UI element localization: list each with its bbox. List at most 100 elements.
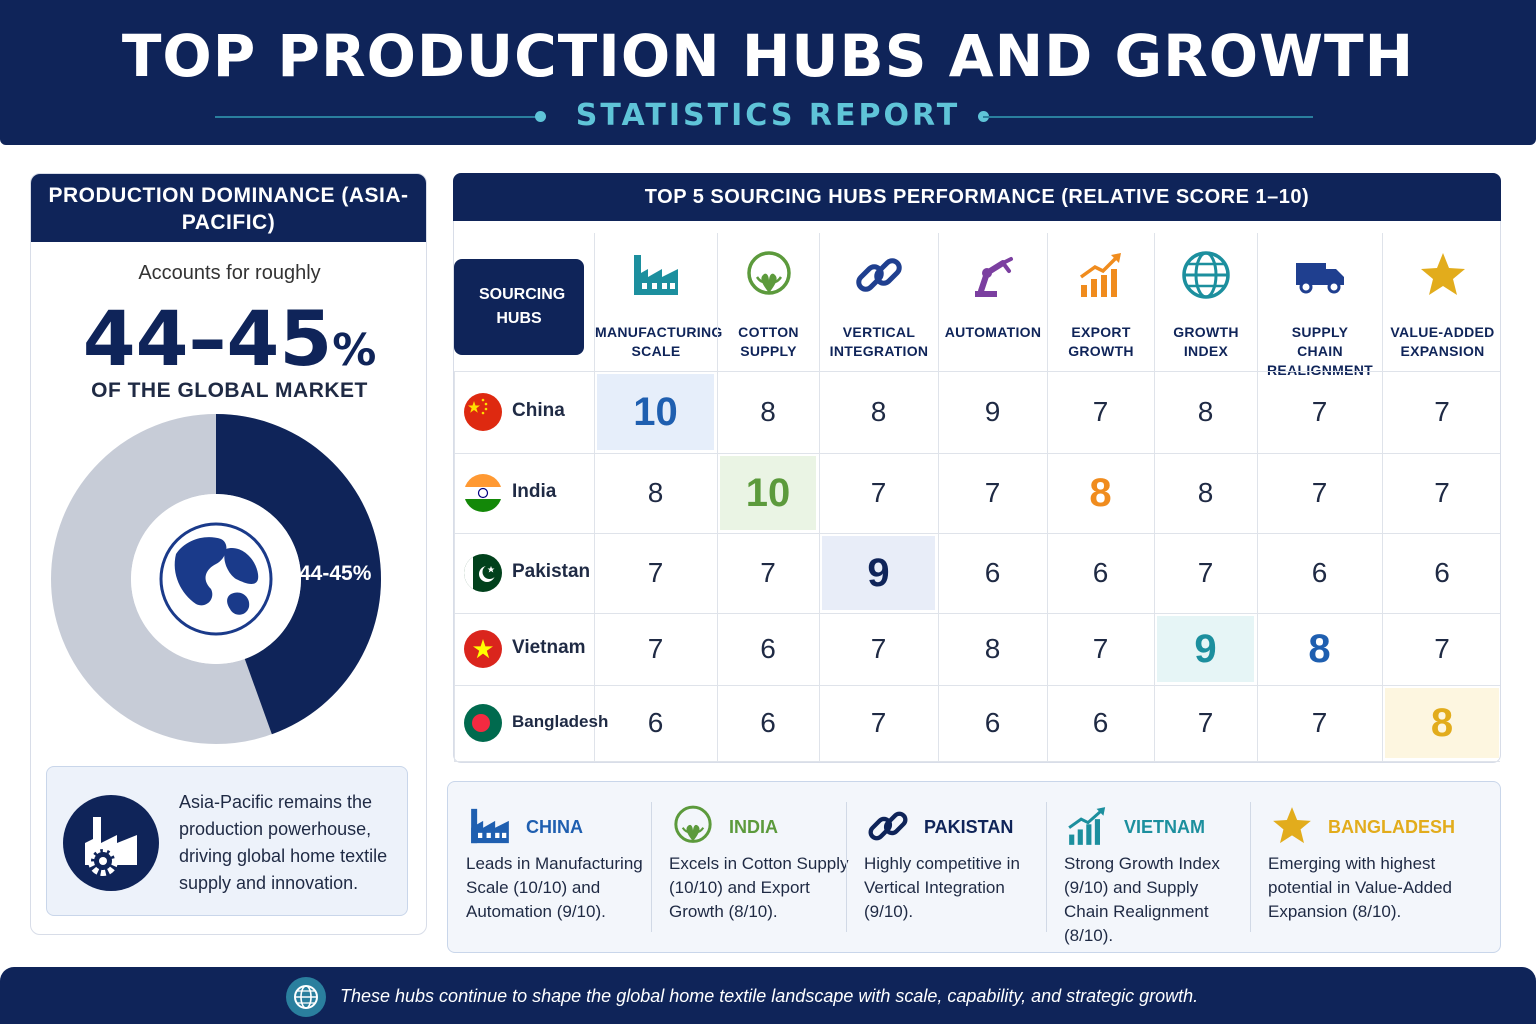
column-header-chain-link: VERTICAL INTEGRATION (819, 233, 938, 371)
table-cell: 8 (1197, 477, 1214, 508)
table-cell: 7 (1434, 633, 1450, 664)
table-column-divider (819, 371, 820, 761)
summary-panel: CHINA Leads in Manufacturing Scale (10/10… (447, 781, 1501, 953)
row-country-name: Pakistan (512, 561, 591, 582)
globe-icon (159, 522, 273, 636)
summary-item-pakistan: PAKISTAN Highly competitive in Vertical I… (846, 782, 1046, 954)
column-header-label: MANUFACTURING SCALE (595, 324, 723, 359)
column-header-label: VALUE-ADDED EXPANSION (1390, 324, 1495, 359)
table-cell: 6 (760, 633, 776, 664)
summary-country-name: INDIA (729, 817, 778, 837)
cotton-icon (669, 802, 717, 855)
table-row-divider (454, 613, 1500, 614)
table-column-divider (594, 371, 595, 761)
column-header-robot-arm: AUTOMATION (938, 233, 1047, 371)
flag-bangladesh-icon (464, 704, 502, 742)
summary-country-name: VIETNAM (1124, 817, 1205, 837)
summary-separator (651, 802, 652, 932)
table-cell: 8 (760, 396, 776, 427)
summary-description: Highly competitive in Vertical Integrati… (864, 854, 1020, 921)
summary-item-china: CHINA Leads in Manufacturing Scale (10/10… (448, 782, 651, 954)
table-cell: 7 (1311, 477, 1328, 508)
note-text: Asia-Pacific remains the production powe… (179, 792, 388, 893)
table-cell: 8 (984, 633, 1001, 664)
column-header-label: GROWTH INDEX (1173, 324, 1239, 359)
footer-banner: These hubs continue to shape the global … (0, 967, 1536, 1024)
table-column-divider (717, 371, 718, 761)
table-cell: 6 (760, 707, 776, 738)
summary-description: Emerging with highest potential in Value… (1268, 854, 1452, 921)
table-row-divider (454, 761, 1500, 762)
market-share-caption: OF THE GLOBAL MARKET (91, 379, 368, 402)
column-header-globe: GROWTH INDEX (1154, 233, 1257, 371)
table-column-divider (1257, 371, 1258, 761)
table-row-divider (454, 371, 1500, 372)
table-cell: 6 (984, 557, 1001, 588)
table-cell: 7 (1197, 557, 1214, 588)
star-icon (1268, 802, 1316, 855)
table-cell: 6 (984, 707, 1001, 738)
summary-country-name: PAKISTAN (924, 817, 1014, 837)
table-cell: 7 (984, 477, 1001, 508)
globe-icon (286, 977, 326, 1017)
table-row-divider (454, 685, 1500, 686)
summary-description: Leads in Manufacturing Scale (10/10) and… (466, 854, 643, 921)
header-banner: TOP PRODUCTION HUBS AND GROWTH STATISTIC… (0, 0, 1536, 145)
market-share-number: 44–45 (82, 294, 333, 383)
table-cell: 7 (647, 557, 664, 588)
table-cell: 7 (870, 633, 887, 664)
divider-left (215, 116, 540, 118)
table-cell: 10 (720, 456, 816, 530)
sourcing-hubs-table: SOURCING HUBS MANUFACTURING SCALE COTTON SU… (453, 221, 1501, 763)
table-cell: 9 (822, 536, 935, 610)
summary-separator (1250, 802, 1251, 932)
column-header-star: VALUE-ADDED EXPANSION (1382, 233, 1502, 371)
table-cell: 6 (1092, 707, 1109, 738)
table-cell: 7 (870, 477, 887, 508)
page-title: TOP PRODUCTION HUBS AND GROWTH (121, 22, 1415, 90)
row-label-bangladesh: Bangladesh (454, 685, 608, 761)
table-cell: 7 (870, 707, 887, 738)
summary-separator (1046, 802, 1047, 932)
sourcing-hubs-label: SOURCING HUBS (454, 259, 584, 355)
table-cell: 8 (1197, 396, 1214, 427)
divider-right (983, 116, 1313, 118)
row-header-text: SOURCING HUBS (479, 286, 566, 327)
flag-india-icon (464, 474, 502, 512)
summary-description: Strong Growth Index (9/10) and Supply Ch… (1064, 854, 1220, 945)
row-label-india: India (454, 453, 594, 533)
column-header-cotton: COTTON SUPPLY (717, 233, 819, 371)
row-country-name: Bangladesh (512, 712, 609, 731)
row-country-name: China (512, 400, 565, 421)
row-country-name: India (512, 481, 557, 502)
table-cell: 7 (1092, 396, 1109, 427)
table-column-divider (1154, 371, 1155, 761)
table-cell: 6 (647, 707, 664, 738)
table-cell: 7 (1311, 396, 1328, 427)
summary-country-name: BANGLADESH (1328, 817, 1456, 837)
donut-value-label: 44-45% (299, 562, 372, 585)
page-subtitle: STATISTICS REPORT (575, 98, 961, 133)
table-cell: 7 (1092, 633, 1109, 664)
footer-text: These hubs continue to shape the global … (340, 986, 1199, 1006)
production-dominance-panel: PRODUCTION DOMINANCE (ASIA-PACIFIC) Acco… (30, 173, 427, 935)
factory-gear-icon (63, 795, 159, 891)
column-header-label: VERTICAL INTEGRATION (829, 324, 929, 359)
chain-link-icon (864, 802, 912, 855)
divider-dot-left (535, 111, 546, 122)
summary-item-bangladesh: BANGLADESH Emerging with highest potentia… (1250, 782, 1500, 954)
table-column-divider (938, 371, 939, 761)
accounts-text: Accounts for roughly (138, 262, 321, 284)
column-header-label: EXPORT GROWTH (1068, 324, 1134, 359)
column-header-truck: SUPPLY CHAIN REALIGNMENT (1257, 233, 1382, 378)
flag-china-icon (464, 393, 502, 431)
table-left-border (454, 371, 455, 761)
table-cell: 8 (1385, 688, 1499, 758)
flag-vietnam-icon (464, 630, 502, 668)
market-share-value: 44–45% (31, 294, 426, 383)
donut-asia-pacific-slice (216, 414, 381, 735)
summary-description: Excels in Cotton Supply (10/10) and Expo… (669, 854, 849, 921)
market-share-unit: % (332, 325, 377, 376)
growth-chart-icon (1064, 802, 1112, 855)
column-header-label: SUPPLY CHAIN REALIGNMENT (1267, 324, 1373, 378)
